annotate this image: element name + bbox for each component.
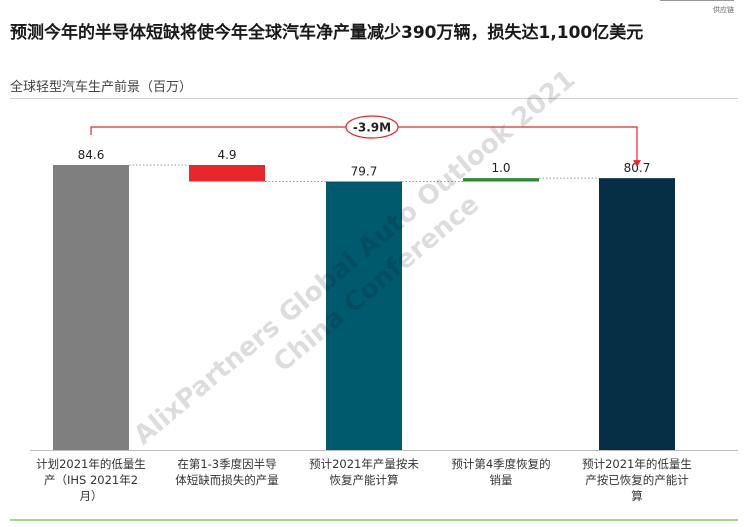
bar-1 (53, 165, 129, 450)
x-tick-label-2: 在第1-3季度因半导体短缺而损失的产量 (175, 457, 279, 487)
x-tick-label-4: 预计第4季度恢复的销量 (451, 457, 551, 487)
value-label-2: 4.9 (217, 148, 236, 162)
x-tick-label-5: 预计2021年的低量生产按已恢复的产能计算 (582, 457, 692, 503)
annotation-bubble (345, 115, 399, 139)
bar-4 (463, 178, 539, 182)
subtitle-divider (10, 98, 738, 99)
bottom-divider (10, 519, 738, 521)
value-label-3: 79.7 (351, 165, 378, 179)
x-tick-label-3: 预计2021年产量按未恢复产能计算 (309, 457, 419, 487)
annotation-label: -3.9M (353, 121, 391, 135)
annotation-arrowhead (633, 160, 641, 168)
page-title: 预测今年的半导体短缺将使今年全球汽车净产量减少390万辆，损失达1,100亿美元 (10, 23, 644, 43)
bar-3 (326, 181, 402, 451)
chart-subtitle: 全球轻型汽车生产前景（百万） (10, 80, 193, 95)
value-label-5: 80.7 (624, 161, 651, 175)
x-tick-label-1: 计划2021年的低量生产（IHS 2021年2月） (36, 457, 146, 503)
top-rule (660, 0, 734, 1)
bar-5 (599, 178, 675, 450)
bar-2 (189, 165, 265, 182)
value-label-4: 1.0 (491, 161, 510, 175)
value-label-1: 84.6 (78, 148, 105, 162)
corner-label: 供应链 (713, 6, 734, 14)
